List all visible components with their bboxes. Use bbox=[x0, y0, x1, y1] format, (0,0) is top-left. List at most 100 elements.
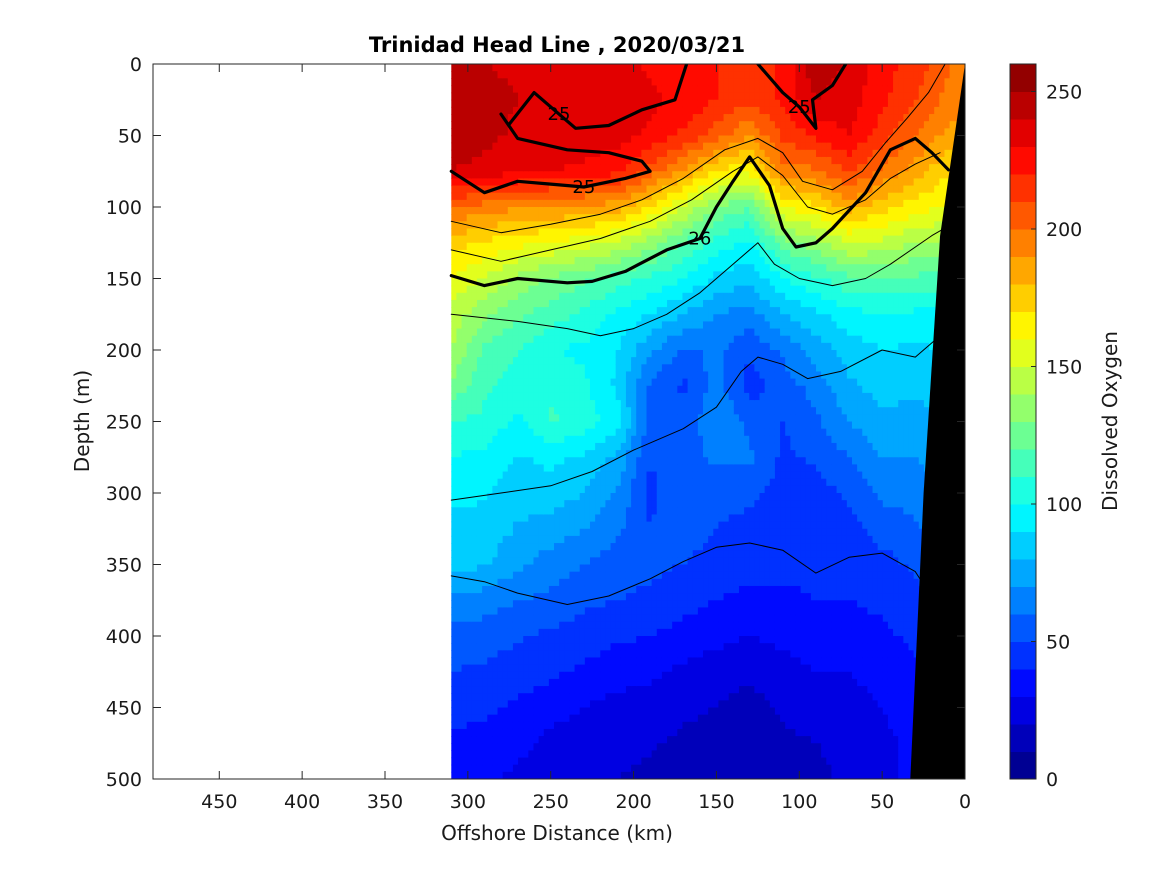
oxygen-cell bbox=[703, 643, 709, 651]
oxygen-cell bbox=[610, 314, 617, 322]
oxygen-cell bbox=[492, 428, 499, 437]
oxygen-cell bbox=[697, 564, 704, 573]
oxygen-cell bbox=[538, 299, 545, 308]
oxygen-cell bbox=[497, 114, 504, 122]
oxygen-cell bbox=[518, 164, 524, 172]
oxygen-cell bbox=[631, 85, 637, 94]
oxygen-cell bbox=[646, 485, 653, 494]
oxygen-cell bbox=[471, 464, 478, 473]
oxygen-cell bbox=[466, 307, 473, 315]
oxygen-cell bbox=[631, 621, 637, 630]
oxygen-cell bbox=[528, 571, 535, 580]
oxygen-cell bbox=[672, 585, 678, 594]
oxygen-cell bbox=[471, 550, 478, 558]
oxygen-cell bbox=[651, 678, 658, 687]
oxygen-cell bbox=[456, 564, 463, 573]
oxygen-cell bbox=[646, 428, 653, 437]
oxygen-cell bbox=[543, 378, 550, 387]
oxygen-cell bbox=[554, 535, 560, 544]
oxygen-cell bbox=[661, 214, 668, 222]
oxygen-cell bbox=[461, 643, 468, 651]
oxygen-cell bbox=[564, 378, 571, 387]
oxygen-cell bbox=[523, 156, 529, 165]
oxygen-cell bbox=[620, 414, 627, 423]
oxygen-cell bbox=[482, 721, 488, 730]
oxygen-cell bbox=[533, 407, 540, 415]
oxygen-cell bbox=[677, 385, 684, 394]
oxygen-cell bbox=[471, 385, 478, 394]
oxygen-cell bbox=[667, 364, 673, 373]
oxygen-cell bbox=[466, 764, 473, 773]
oxygen-cell bbox=[543, 614, 550, 623]
oxygen-cell bbox=[610, 621, 617, 630]
oxygen-cell bbox=[554, 757, 560, 766]
oxygen-cell bbox=[615, 693, 622, 701]
oxygen-cell bbox=[656, 235, 663, 244]
oxygen-cell bbox=[569, 750, 576, 759]
oxygen-cell bbox=[497, 743, 504, 751]
oxygen-cell bbox=[497, 421, 504, 430]
oxygen-cell bbox=[661, 528, 668, 537]
oxygen-cell bbox=[687, 650, 694, 659]
oxygen-cell bbox=[528, 678, 535, 687]
oxygen-cell bbox=[512, 264, 519, 272]
oxygen-cell bbox=[559, 585, 565, 594]
oxygen-cell bbox=[672, 414, 678, 423]
oxygen-cell bbox=[487, 85, 493, 94]
oxygen-cell bbox=[651, 664, 658, 673]
oxygen-cell bbox=[584, 485, 591, 494]
oxygen-cell bbox=[502, 700, 509, 709]
oxygen-cell bbox=[466, 285, 473, 294]
oxygen-cell bbox=[615, 307, 622, 315]
oxygen-cell bbox=[600, 442, 606, 451]
oxygen-cell bbox=[543, 771, 550, 779]
oxygen-cell bbox=[651, 628, 658, 637]
oxygen-cell bbox=[471, 264, 478, 272]
oxygen-cell bbox=[492, 600, 499, 608]
oxygen-cell bbox=[543, 71, 550, 79]
oxygen-cell bbox=[456, 686, 463, 694]
oxygen-cell bbox=[692, 92, 699, 101]
oxygen-cell bbox=[451, 350, 458, 358]
oxygen-cell bbox=[636, 92, 642, 101]
oxygen-cell bbox=[497, 593, 504, 601]
oxygen-cell bbox=[471, 407, 478, 415]
oxygen-cell bbox=[482, 407, 488, 415]
oxygen-cell bbox=[697, 450, 704, 458]
oxygen-cell bbox=[579, 650, 586, 659]
oxygen-cell bbox=[471, 700, 478, 709]
oxygen-cell bbox=[564, 207, 571, 215]
oxygen-cell bbox=[548, 392, 555, 401]
oxygen-cell bbox=[692, 257, 699, 265]
oxygen-cell bbox=[559, 299, 565, 308]
oxygen-cell bbox=[476, 736, 483, 744]
oxygen-cell bbox=[554, 764, 560, 773]
oxygen-cell bbox=[610, 500, 617, 508]
oxygen-cell bbox=[466, 185, 473, 194]
oxygen-cell bbox=[579, 371, 586, 380]
oxygen-cell bbox=[559, 478, 565, 487]
oxygen-cell bbox=[600, 750, 606, 759]
oxygen-cell bbox=[502, 171, 509, 179]
oxygen-cell bbox=[492, 114, 499, 122]
oxygen-cell bbox=[697, 314, 704, 322]
oxygen-cell bbox=[528, 385, 535, 394]
oxygen-cell bbox=[677, 478, 684, 487]
oxygen-cell bbox=[661, 764, 668, 773]
oxygen-cell bbox=[703, 528, 709, 537]
oxygen-cell bbox=[584, 149, 591, 158]
oxygen-cell bbox=[554, 714, 560, 723]
oxygen-cell bbox=[533, 249, 540, 258]
oxygen-cell bbox=[528, 478, 535, 487]
oxygen-cell bbox=[497, 478, 504, 487]
oxygen-cell bbox=[502, 357, 509, 365]
oxygen-cell bbox=[656, 693, 663, 701]
oxygen-cell bbox=[656, 342, 663, 351]
oxygen-cell bbox=[456, 464, 463, 473]
oxygen-cell bbox=[579, 78, 586, 87]
oxygen-cell bbox=[595, 64, 601, 72]
oxygen-cell bbox=[661, 328, 668, 337]
oxygen-cell bbox=[482, 414, 488, 423]
oxygen-cell bbox=[574, 557, 581, 566]
oxygen-cell bbox=[605, 264, 612, 272]
